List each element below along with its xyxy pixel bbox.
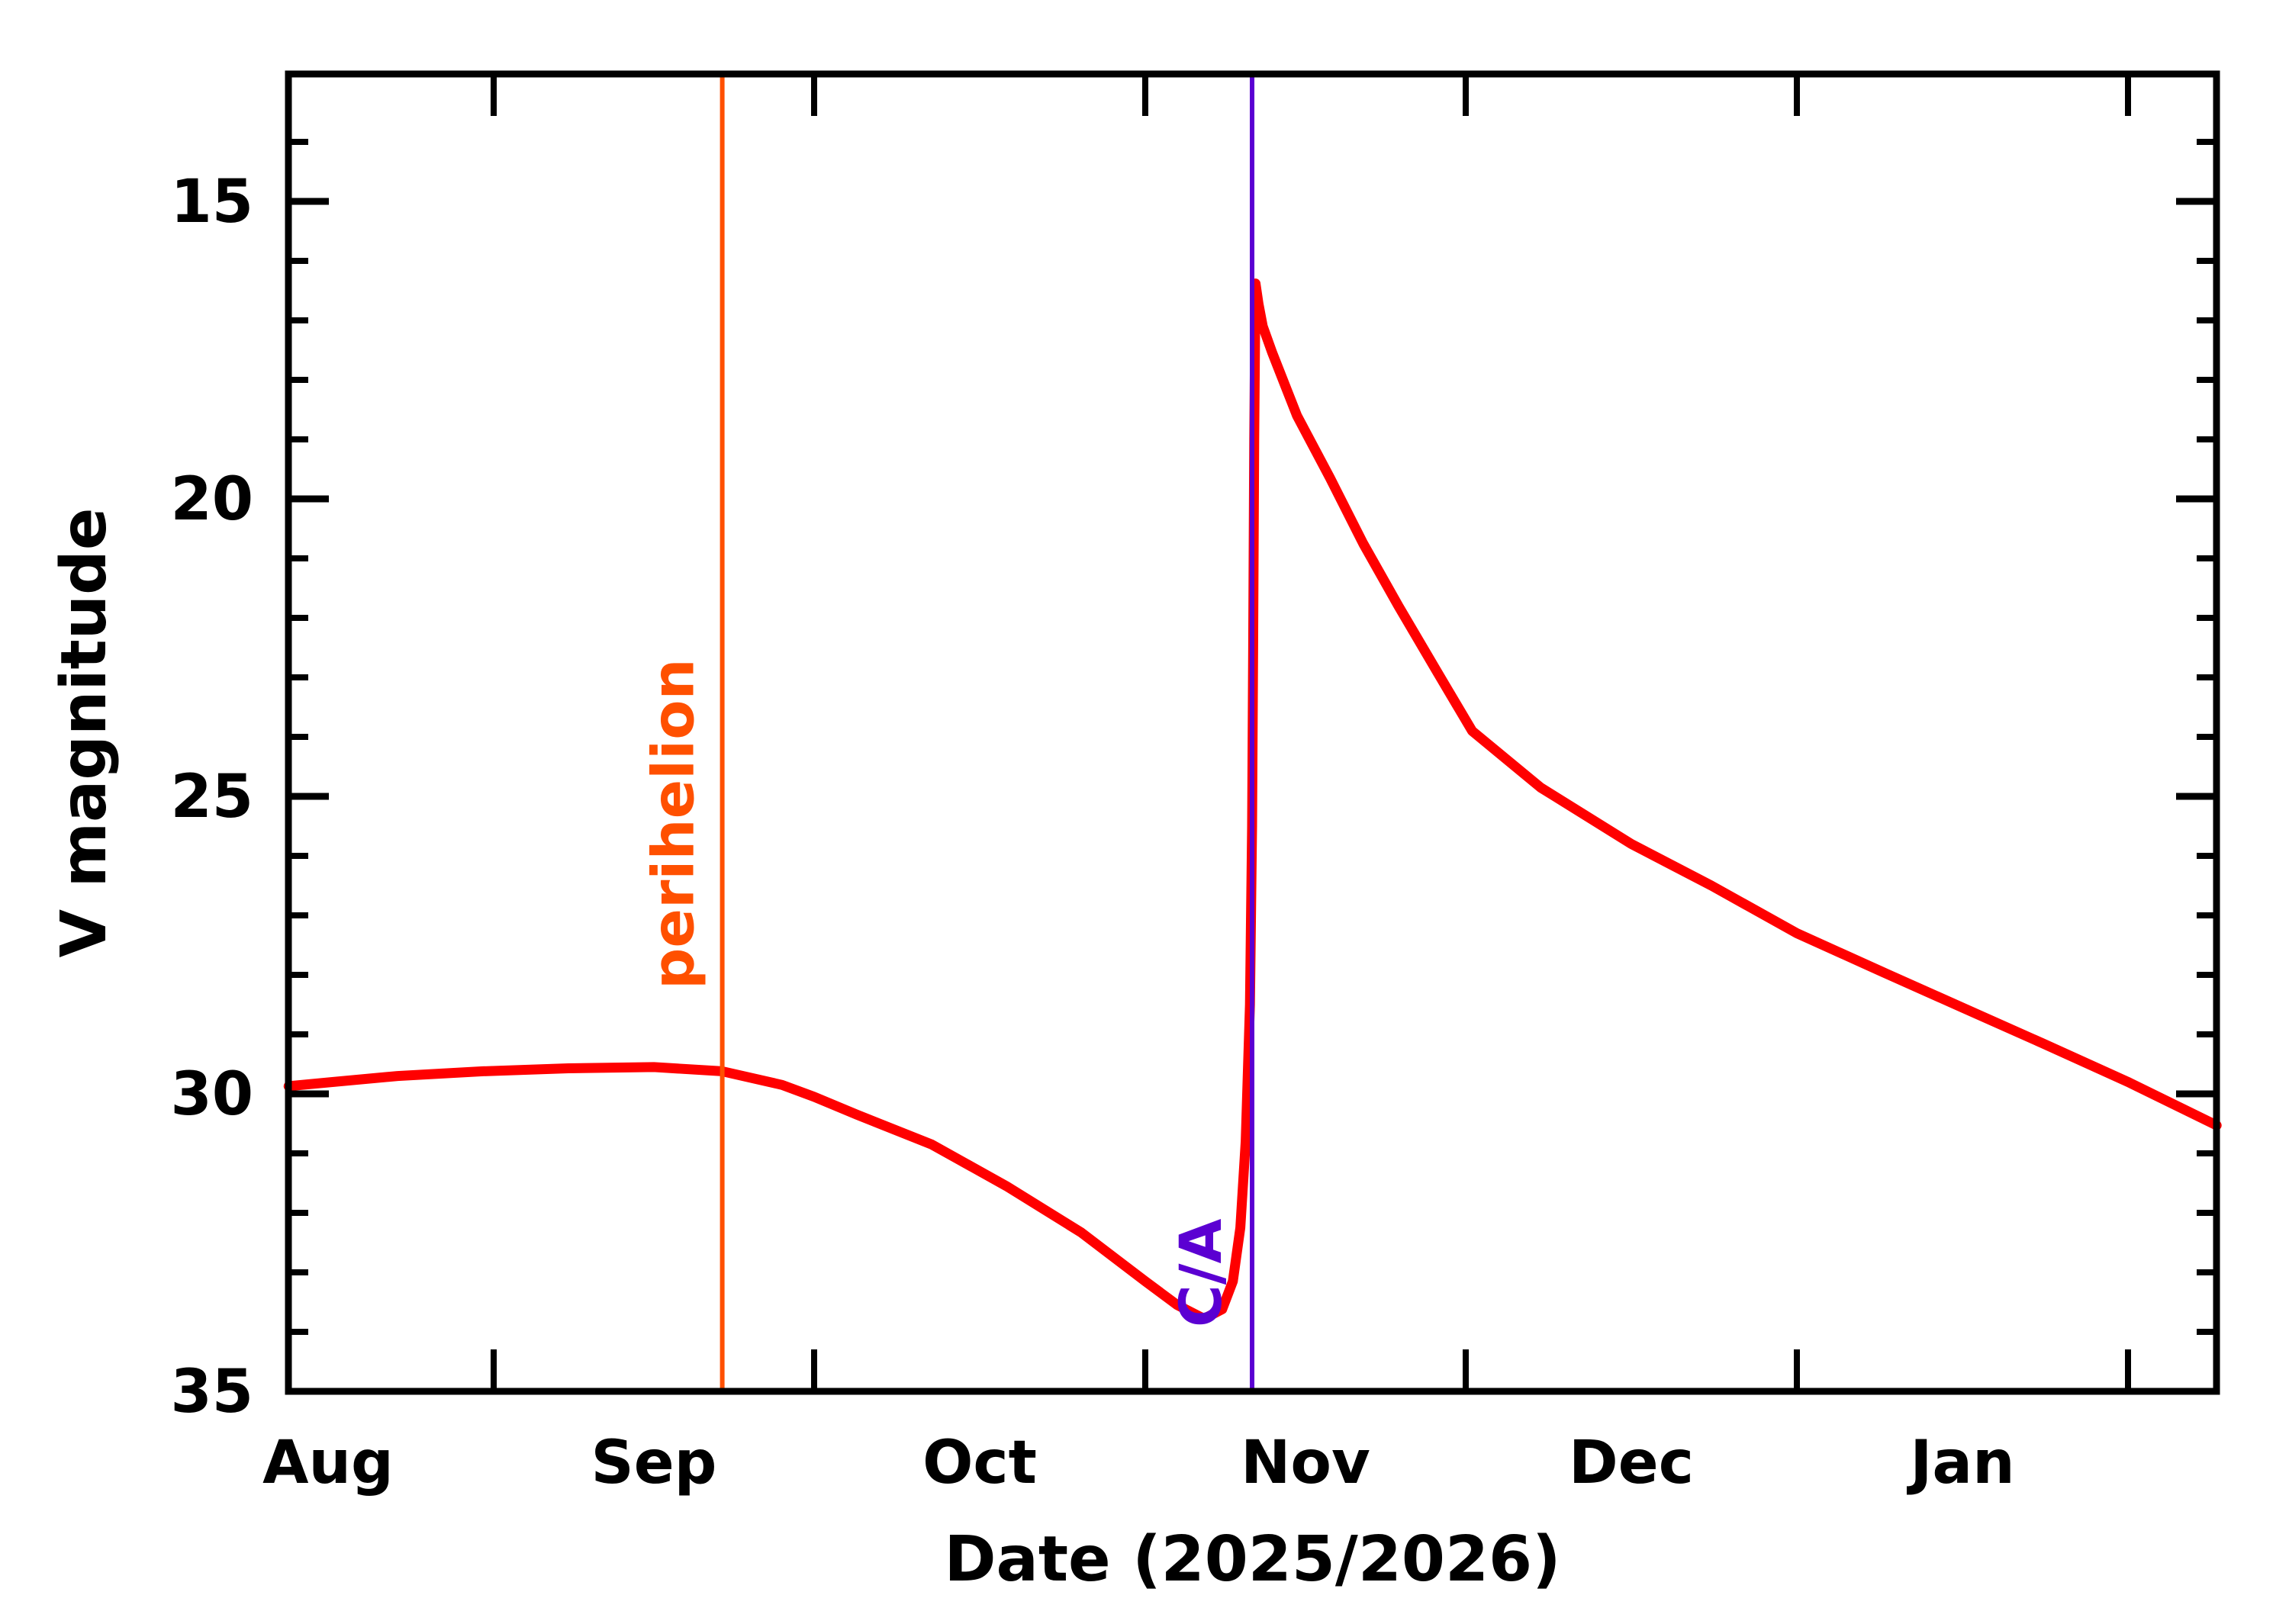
y-tick-label: 20	[170, 465, 253, 534]
y-tick-label: 25	[170, 763, 253, 831]
y-axis-title: V magnitude	[48, 508, 121, 958]
x-tick-labels: Aug Sep Oct Nov Dec Jan	[262, 1429, 2014, 1497]
month-label-dec: Dec	[1569, 1429, 1694, 1497]
y-tick-label: 15	[170, 168, 253, 236]
month-label-nov: Nov	[1241, 1429, 1370, 1497]
y-tick-label: 30	[170, 1060, 253, 1129]
month-label-oct: Oct	[922, 1429, 1037, 1497]
month-label-aug: Aug	[262, 1429, 394, 1497]
x-axis-title: Date (2025/2026)	[944, 1523, 1560, 1596]
y-tick-label: 35	[170, 1358, 253, 1426]
perihelion-label: perihelion	[639, 658, 707, 989]
month-label-jan: Jan	[1906, 1429, 2014, 1497]
month-label-sep: Sep	[591, 1429, 717, 1497]
axes	[285, 70, 2220, 1395]
y-tick-labels: 15 20 25 30 35	[170, 168, 253, 1426]
close-approach-label: C/A	[1167, 1218, 1235, 1327]
